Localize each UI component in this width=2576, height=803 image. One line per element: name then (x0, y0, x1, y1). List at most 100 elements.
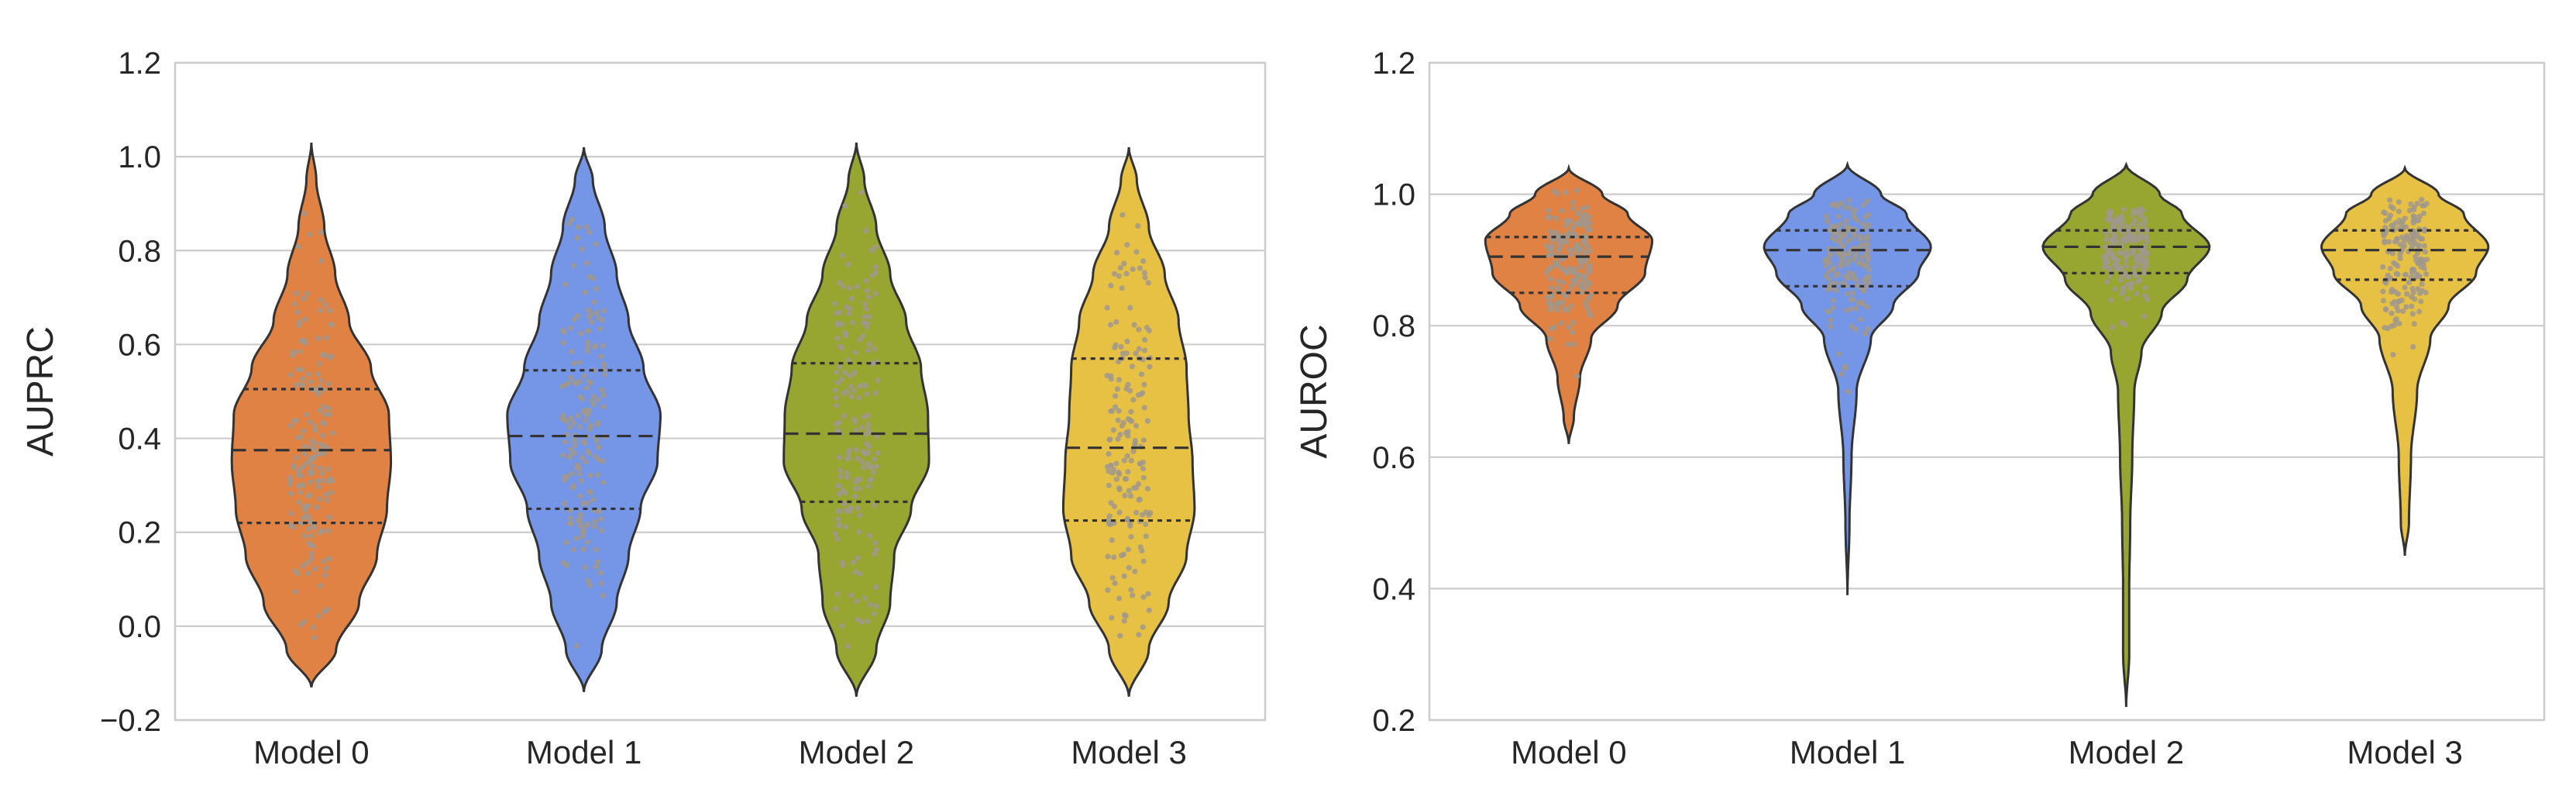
swarm-point (848, 383, 855, 390)
swarm-point (2385, 272, 2391, 278)
swarm-point (1849, 323, 1855, 329)
swarm-point (852, 569, 859, 575)
swarm-point (560, 452, 566, 459)
swarm-point (856, 395, 862, 401)
swarm-point (1146, 607, 1152, 613)
swarm-point (1106, 513, 1113, 519)
swarm-point (1141, 405, 1147, 411)
swarm-point (2386, 239, 2392, 245)
swarm-point (1116, 359, 1122, 365)
swarm-point (561, 501, 568, 507)
swarm-point (569, 470, 576, 477)
swarm-point (835, 516, 841, 522)
swarm-point (1114, 386, 1120, 392)
swarm-point (1560, 299, 1566, 305)
swarm-point (857, 512, 863, 519)
swarm-point (2103, 244, 2109, 250)
swarm-point (2420, 202, 2426, 209)
swarm-point (1113, 319, 1119, 325)
swarm-point (1824, 213, 1830, 219)
swarm-point (318, 441, 324, 447)
swarm-point (585, 577, 591, 584)
swarm-point (1140, 558, 1147, 564)
swarm-point (2120, 286, 2127, 292)
swarm-point (302, 316, 308, 322)
swarm-point (597, 326, 604, 332)
swarm-point (2422, 226, 2428, 233)
swarm-point (322, 572, 328, 578)
swarm-point (1117, 432, 1123, 438)
swarm-point (2134, 279, 2141, 285)
swarm-point (569, 349, 575, 355)
swarm-point (579, 246, 585, 252)
swarm-point (576, 470, 583, 477)
violin-model-0 (1484, 164, 1654, 444)
swarm-point (1125, 469, 1131, 475)
swarm-point (1862, 262, 1869, 268)
swarm-point (1105, 553, 1111, 560)
swarm-point (1113, 404, 1119, 410)
swarm-point (577, 394, 583, 400)
swarm-point (1127, 388, 1133, 394)
swarm-point (834, 379, 841, 385)
swarm-point (1558, 320, 1564, 326)
swarm-point (1575, 242, 1581, 248)
swarm-point (312, 440, 318, 446)
swarm-point (863, 277, 869, 284)
swarm-point (305, 502, 311, 509)
swarm-point (1128, 457, 1134, 464)
swarm-point (872, 291, 879, 297)
swarm-point (288, 510, 294, 517)
swarm-point (1137, 496, 1143, 503)
swarm-point (327, 476, 333, 482)
swarm-point (2124, 238, 2131, 244)
swarm-point (2107, 211, 2113, 217)
swarm-point (579, 455, 586, 461)
swarm-point (836, 419, 842, 426)
swarm-point (2399, 246, 2406, 252)
swarm-point (846, 447, 852, 453)
swarm-point (1111, 271, 1118, 277)
swarm-point (1113, 476, 1119, 482)
swarm-point (569, 216, 576, 222)
swarm-point (287, 474, 293, 481)
swarm-point (867, 532, 873, 539)
swarm-point (582, 524, 588, 530)
swarm-point (2409, 236, 2415, 243)
swarm-point (571, 420, 577, 426)
swarm-point (1108, 282, 1114, 288)
swarm-point (859, 459, 865, 465)
swarm-point (2416, 273, 2423, 279)
swarm-point (1566, 265, 1572, 271)
swarm-point (837, 522, 843, 529)
swarm-point (2141, 264, 2147, 271)
y-axis-label: AUROC (1294, 324, 1335, 458)
swarm-point (1119, 212, 1126, 218)
swarm-point (306, 540, 312, 546)
swarm-point (1835, 271, 1842, 277)
swarm-point (330, 430, 336, 436)
swarm-point (1554, 307, 1560, 313)
swarm-point (2142, 284, 2148, 291)
swarm-point (301, 210, 308, 217)
swarm-point (1138, 371, 1145, 377)
swarm-point (307, 232, 313, 238)
swarm-point (1144, 325, 1150, 331)
swarm-point (308, 556, 315, 562)
swarm-point (317, 360, 323, 367)
swarm-point (1830, 298, 1837, 304)
x-tick-label: Model 1 (526, 734, 641, 770)
swarm-point (848, 373, 854, 379)
swarm-point (2392, 289, 2399, 295)
swarm-point (2124, 295, 2131, 302)
swarm-point (588, 422, 594, 429)
swarm-point (1849, 306, 1855, 312)
swarm-point (293, 381, 299, 388)
swarm-point (1115, 436, 1121, 443)
y-tick-label: 1.0 (118, 140, 161, 174)
violin-body (2041, 161, 2211, 708)
swarm-point (2409, 294, 2415, 300)
swarm-point (300, 563, 306, 569)
swarm-point (578, 330, 584, 336)
swarm-point (309, 463, 315, 470)
